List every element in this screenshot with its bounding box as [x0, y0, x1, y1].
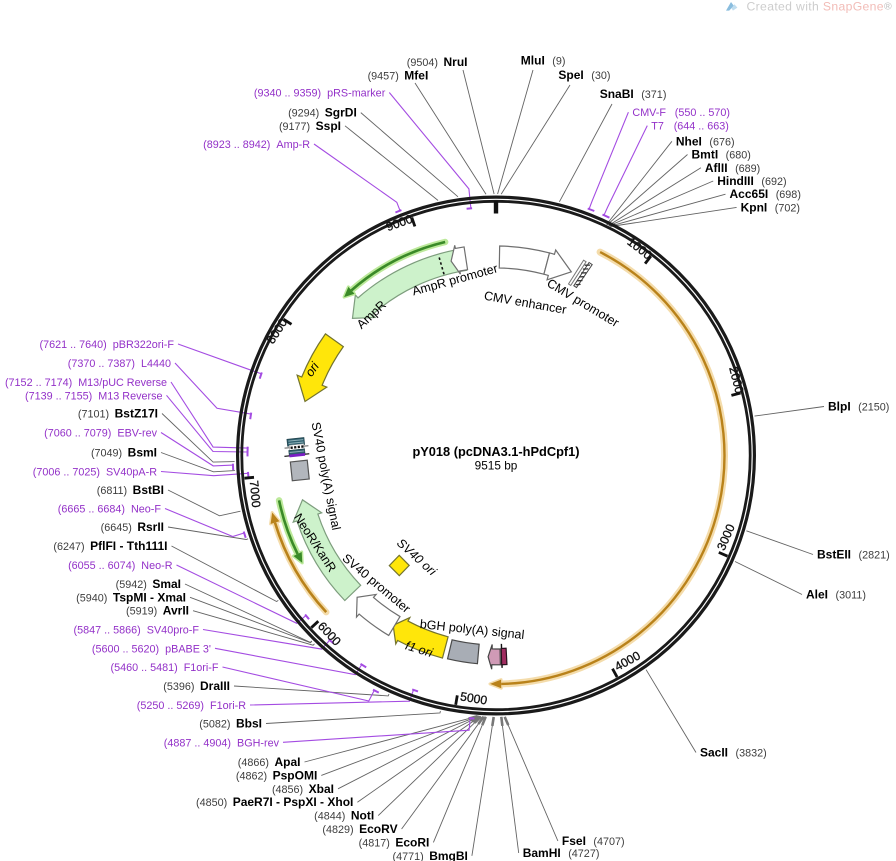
svg-text:(5942)SmaI: (5942) SmaI — [116, 577, 181, 591]
svg-text:Acc65I(698): Acc65I (698) — [730, 187, 801, 201]
svg-text:(6055 .. 6074)Neo-R: (6055 .. 6074) Neo-R — [68, 560, 173, 572]
svg-text:T7: T7 — [651, 121, 664, 133]
svg-text:AleI(3011): AleI (3011) — [806, 588, 866, 602]
svg-text:(9457)MfeI: (9457) MfeI — [368, 69, 429, 83]
svg-text:HindIII(692): HindIII (692) — [717, 174, 786, 188]
svg-text:(5250 .. 5269)F1ori-R: (5250 .. 5269) F1ori-R — [137, 700, 246, 712]
svg-text:2000: 2000 — [726, 365, 746, 395]
svg-text:(6247)PflFI - Tth111I: (6247) PflFI - Tth111I — [53, 539, 167, 553]
svg-text:(6665 .. 6684)Neo-F: (6665 .. 6684) Neo-F — [58, 504, 162, 516]
svg-text:(5847 .. 5866)SV40pro-F: (5847 .. 5866) SV40pro-F — [74, 625, 200, 637]
svg-text:MluI(9): MluI (9) — [521, 54, 566, 68]
svg-text:(5600 .. 5620)pBABE 3': (5600 .. 5620) pBABE 3' — [92, 643, 211, 655]
svg-text:Created with SnapGene®: Created with SnapGene® — [747, 0, 893, 13]
svg-text:CMV-F: CMV-F — [632, 107, 666, 119]
svg-text:(4862)PspOMI: (4862) PspOMI — [236, 768, 317, 782]
svg-text:(5396)DraIII: (5396) DraIII — [163, 679, 230, 693]
svg-text:(6645)RsrII: (6645) RsrII — [101, 520, 164, 534]
svg-text:(4856)XbaI: (4856) XbaI — [272, 782, 334, 796]
svg-text:(5082)BbsI: (5082) BbsI — [199, 717, 262, 731]
svg-text:(5460 .. 5481)F1ori-F: (5460 .. 5481) F1ori-F — [110, 662, 218, 674]
svg-text:(9177)SspI: (9177) SspI — [279, 119, 341, 133]
svg-text:(4817)EcoRI: (4817) EcoRI — [359, 835, 430, 849]
svg-text:(5919)AvrII: (5919) AvrII — [126, 604, 189, 618]
svg-text:(7060 .. 7079)EBV-rev: (7060 .. 7079) EBV-rev — [44, 428, 157, 440]
svg-text:KpnI(702): KpnI (702) — [741, 200, 800, 214]
svg-text:7000: 7000 — [247, 480, 263, 508]
svg-text:(550 .. 570): (550 .. 570) — [675, 107, 730, 119]
svg-text:9515 bp: 9515 bp — [475, 459, 518, 473]
svg-text:(7152 .. 7174)M13/pUC Reverse: (7152 .. 7174) M13/pUC Reverse — [5, 377, 167, 389]
svg-text:(4844)NotI: (4844) NotI — [314, 809, 374, 823]
svg-text:(7101)BstZ17I: (7101) BstZ17I — [78, 407, 158, 421]
svg-text:(4771)BmgBI: (4771) BmgBI — [393, 849, 468, 861]
svg-text:pY018 (pcDNA3.1-hPdCpf1): pY018 (pcDNA3.1-hPdCpf1) — [412, 444, 579, 459]
svg-text:SnaBI(371): SnaBI (371) — [600, 87, 667, 101]
svg-text:(9504)NruI: (9504) NruI — [407, 55, 468, 69]
svg-text:BlpI(2150): BlpI (2150) — [828, 400, 889, 414]
svg-text:(7370 .. 7387)L4440: (7370 .. 7387) L4440 — [68, 358, 171, 370]
svg-text:(7006 .. 7025)SV40pA-R: (7006 .. 7025) SV40pA-R — [33, 467, 157, 479]
svg-text:(7049)BsmI: (7049) BsmI — [91, 446, 157, 460]
svg-text:(4887 .. 4904)BGH-rev: (4887 .. 4904) BGH-rev — [164, 737, 280, 749]
svg-text:5000: 5000 — [459, 689, 488, 707]
svg-text:(8923 .. 8942)Amp-R: (8923 .. 8942) Amp-R — [203, 139, 310, 151]
svg-text:(5940)TspMI - XmaI: (5940) TspMI - XmaI — [76, 590, 186, 604]
svg-text:FseI(4707): FseI (4707) — [562, 834, 625, 848]
svg-text:(9340 .. 9359)pRS-marker: (9340 .. 9359) pRS-marker — [254, 88, 386, 100]
svg-text:(6811)BstBI: (6811) BstBI — [97, 483, 164, 497]
svg-text:(4850)PaeR7I - PspXI - XhoI: (4850) PaeR7I - PspXI - XhoI — [196, 795, 353, 809]
svg-text:(4866)ApaI: (4866) ApaI — [238, 755, 301, 769]
svg-text:(644 .. 663): (644 .. 663) — [674, 121, 729, 133]
svg-text:(9294)SgrDI: (9294) SgrDI — [288, 106, 357, 120]
svg-text:(4829)EcoRV: (4829) EcoRV — [322, 822, 397, 836]
